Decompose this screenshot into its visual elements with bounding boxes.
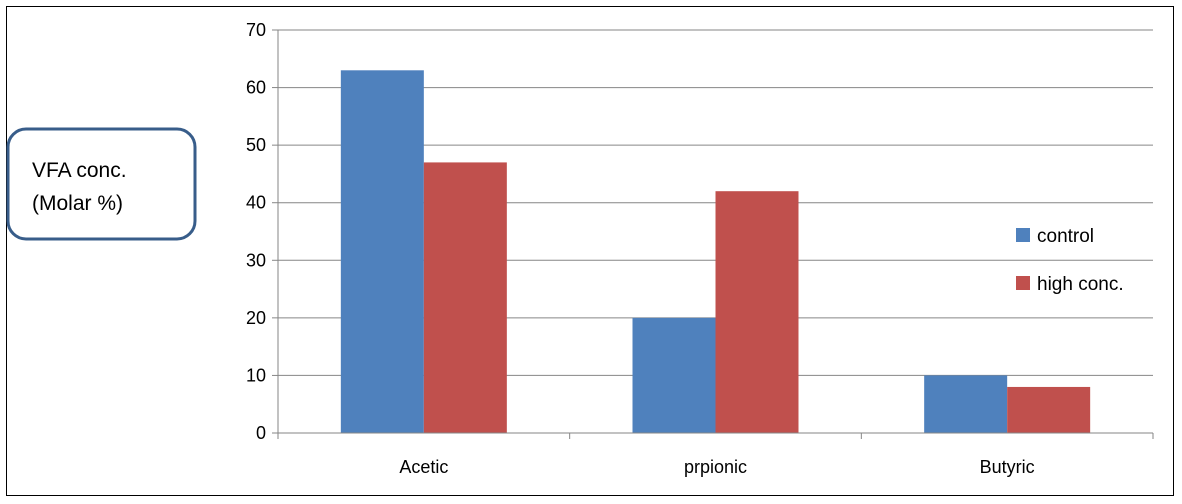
y-tick-label-60: 60 [246, 78, 266, 98]
y-axis-label-line-1: VFA conc. [32, 159, 127, 182]
bar-high-conc--acetic [423, 162, 507, 433]
x-tick-label-butyric: Butyric [980, 457, 1035, 477]
y-axis-label-line-2: (Molar %) [32, 192, 123, 215]
bar-control-acetic [340, 70, 424, 434]
bars [340, 70, 1091, 434]
bar-control-butyric [924, 375, 1008, 433]
y-tick-label-10: 10 [246, 365, 266, 385]
legend-swatch-control [1016, 228, 1030, 242]
y-axis-label-border [6, 127, 197, 241]
legend-label-high-conc-: high conc. [1037, 274, 1124, 295]
y-tick-label-70: 70 [246, 20, 266, 40]
axes [272, 29, 1154, 439]
y-tick-label-50: 50 [246, 135, 266, 155]
legend-swatch-high-conc- [1016, 276, 1030, 290]
legend: control high conc. [1016, 226, 1124, 295]
y-tick-label-20: 20 [246, 308, 266, 328]
y-axis-label-box: VFA conc. (Molar %) [6, 127, 197, 241]
x-tick-label-prpionic: prpionic [684, 457, 747, 477]
y-tick-label-30: 30 [246, 250, 266, 270]
legend-label-control: control [1037, 226, 1094, 247]
bar-control-prpionic [632, 317, 716, 433]
bar-high-conc--butyric [1007, 386, 1091, 433]
x-tick-label-acetic: Acetic [399, 457, 448, 477]
y-tick-label-40: 40 [246, 193, 266, 213]
tick-labels: 0 10 20 30 40 50 60 70 Acetic prpionic Butyric [246, 20, 1035, 477]
bar-high-conc--prpionic [715, 191, 799, 433]
y-tick-label-0: 0 [256, 423, 266, 443]
